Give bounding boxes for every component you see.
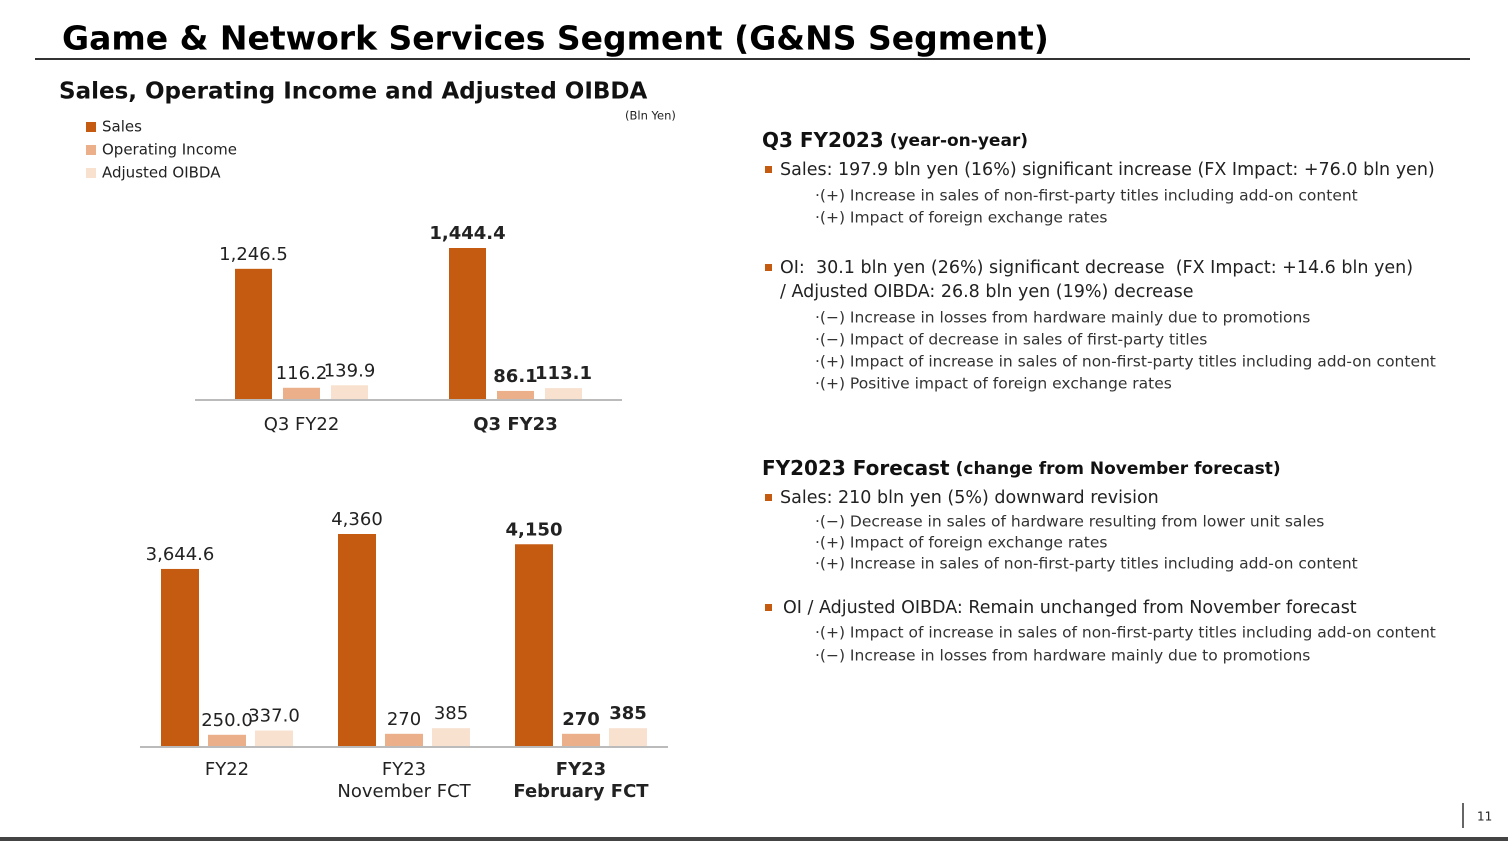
value-label: 337.0	[248, 706, 300, 727]
sub-item: ·(−) Decrease in sales of hardware resul…	[815, 513, 1324, 531]
legend-label: Adjusted OIBDA	[102, 164, 221, 182]
bullet	[765, 166, 772, 173]
value-label: 270	[562, 709, 600, 730]
bar	[515, 544, 553, 747]
bar	[338, 534, 376, 747]
category-label: February FCT	[513, 781, 649, 802]
legend-swatch	[86, 145, 96, 155]
sub-item: ·(−) Increase in losses from hardware ma…	[815, 647, 1310, 665]
bullet	[765, 494, 772, 501]
bar	[562, 733, 600, 747]
legend-swatch	[86, 122, 96, 132]
value-label: 385	[609, 703, 647, 724]
bar	[331, 385, 368, 400]
section-heading: Q3 FY2023 (year-on-year)	[762, 128, 1028, 152]
value-label: 113.1	[535, 363, 592, 384]
item-text: / Adjusted OIBDA: 26.8 bln yen (19%) dec…	[780, 282, 1194, 302]
value-label: 4,150	[506, 519, 563, 540]
bar	[432, 728, 470, 747]
slide-title: Game & Network Services Segment (G&NS Se…	[62, 19, 1049, 58]
section-heading: FY2023 Forecast (change from November for…	[762, 456, 1281, 480]
bar	[283, 387, 320, 400]
bar	[208, 734, 246, 747]
legend-label: Operating Income	[102, 141, 237, 159]
value-label: 3,644.6	[146, 544, 215, 565]
sub-item: ·(−) Increase in losses from hardware ma…	[815, 309, 1310, 327]
value-label: 1,444.4	[429, 223, 505, 244]
value-label: 1,246.5	[219, 244, 288, 265]
bar	[235, 268, 272, 400]
sub-item: ·(−) Impact of decrease in sales of firs…	[815, 331, 1207, 349]
bar	[255, 730, 293, 747]
page-number: 11	[1477, 810, 1492, 824]
value-label: 86.1	[493, 366, 537, 387]
item-text: OI / Adjusted OIBDA: Remain unchanged fr…	[783, 598, 1357, 618]
unit-note: (Bln Yen)	[625, 109, 676, 123]
category-label: FY23	[382, 759, 426, 780]
category-label: Q3 FY22	[264, 414, 340, 435]
bullet	[765, 604, 772, 611]
category-label: FY22	[205, 759, 249, 780]
bar	[449, 248, 486, 400]
value-label: 4,360	[331, 509, 383, 530]
commentary: Q3 FY2023 (year-on-year) Sales: 197.9 bln…	[762, 128, 1436, 665]
sub-item: ·(+) Increase in sales of non-first-part…	[815, 187, 1358, 205]
value-label: 385	[434, 703, 468, 724]
subtitle: Sales, Operating Income and Adjusted OIB…	[59, 79, 648, 105]
category-label: November FCT	[337, 781, 471, 802]
sub-item: ·(+) Impact of increase in sales of non-…	[815, 624, 1436, 642]
item-text: Sales: 210 bln yen (5%) downward revisio…	[780, 488, 1159, 508]
sub-item: ·(+) Positive impact of foreign exchange…	[815, 375, 1172, 393]
bar	[385, 733, 423, 747]
bar	[497, 390, 534, 400]
legend-label: Sales	[102, 118, 142, 136]
bullet	[765, 264, 772, 271]
legend-swatch	[86, 168, 96, 178]
sub-item: ·(+) Impact of foreign exchange rates	[815, 209, 1107, 227]
bar	[609, 728, 647, 747]
sub-item: ·(+) Impact of increase in sales of non-…	[815, 353, 1436, 371]
value-label: 250.0	[201, 710, 253, 731]
bar	[545, 388, 582, 400]
value-label: 270	[387, 709, 421, 730]
value-label: 116.2	[276, 363, 328, 384]
value-label: 139.9	[324, 360, 376, 381]
category-label: FY23	[556, 759, 606, 780]
item-text: Sales: 197.9 bln yen (16%) significant i…	[780, 160, 1435, 180]
sub-item: ·(+) Increase in sales of non-first-part…	[815, 555, 1358, 573]
bar	[161, 568, 199, 747]
item-text: OI: 30.1 bln yen (26%) significant decre…	[780, 258, 1413, 278]
sub-item: ·(+) Impact of foreign exchange rates	[815, 534, 1107, 552]
category-label: Q3 FY23	[473, 414, 557, 435]
